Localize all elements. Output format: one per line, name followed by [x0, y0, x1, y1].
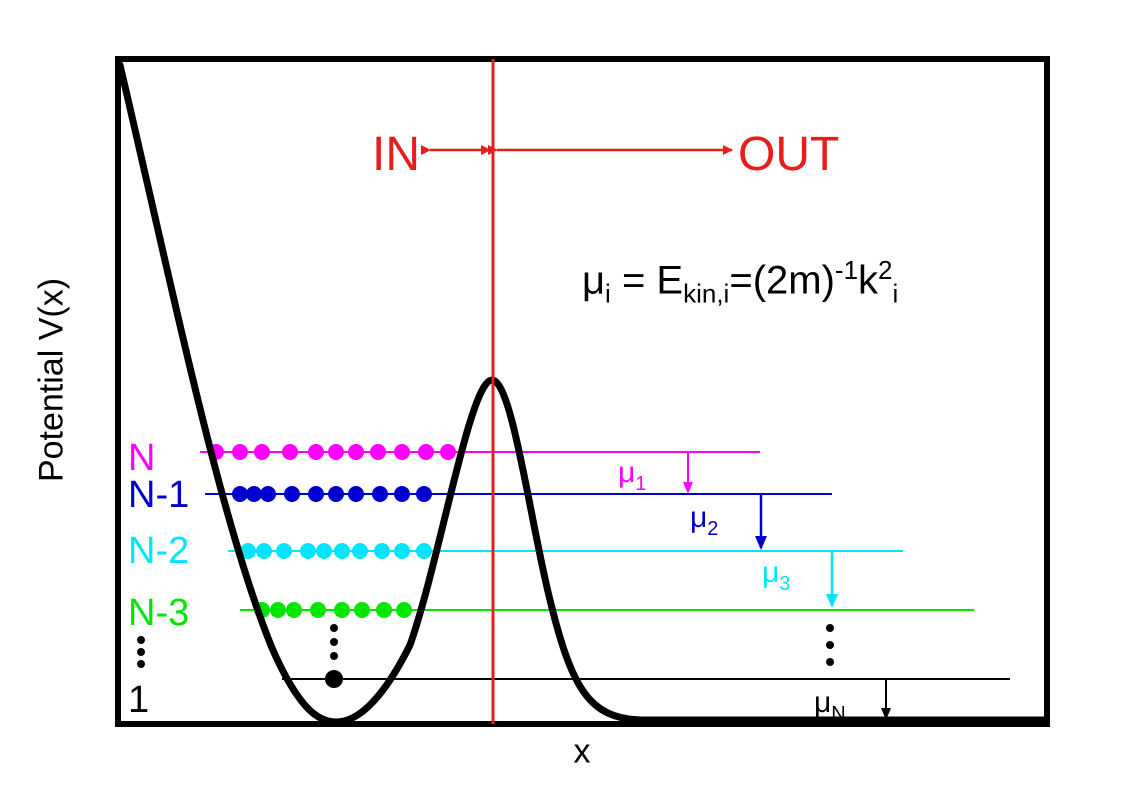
mu2-arrowhead	[755, 536, 767, 550]
chemical-potential-formula: μi = Ekin,i=(2m)-1k2i	[582, 255, 899, 309]
out-label: OUT	[738, 128, 839, 181]
mu2-label: μ2	[690, 501, 718, 540]
muN-label: μN	[814, 686, 846, 725]
ellipsis-left	[137, 636, 145, 668]
potential-curve	[116, 61, 1049, 726]
level-label-n-1: N-1	[128, 474, 189, 516]
level-label-n-2: N-2	[128, 530, 189, 572]
level-label-n-3: N-3	[128, 592, 189, 634]
level-label-1: 1	[128, 679, 149, 721]
mu1-label: μ1	[618, 456, 646, 495]
particles-n-3	[254, 602, 412, 618]
particle-1	[325, 670, 343, 688]
x-axis-label: x	[573, 732, 591, 771]
mu1-arrowhead	[683, 482, 693, 494]
particles-n-2	[240, 543, 432, 559]
mu3-arrowhead	[826, 594, 838, 608]
ellipsis-right	[826, 624, 834, 666]
ellipsis-in-well	[330, 624, 338, 660]
plot-frame	[115, 56, 1050, 727]
muN-arrowhead	[881, 708, 891, 720]
y-axis-label: Potential V(x)	[32, 277, 71, 483]
particles-n	[208, 444, 456, 460]
particles-n-1	[232, 486, 432, 502]
level-label-n: N	[128, 437, 155, 479]
in-label: IN	[372, 128, 420, 181]
mu3-label: μ3	[762, 556, 790, 595]
